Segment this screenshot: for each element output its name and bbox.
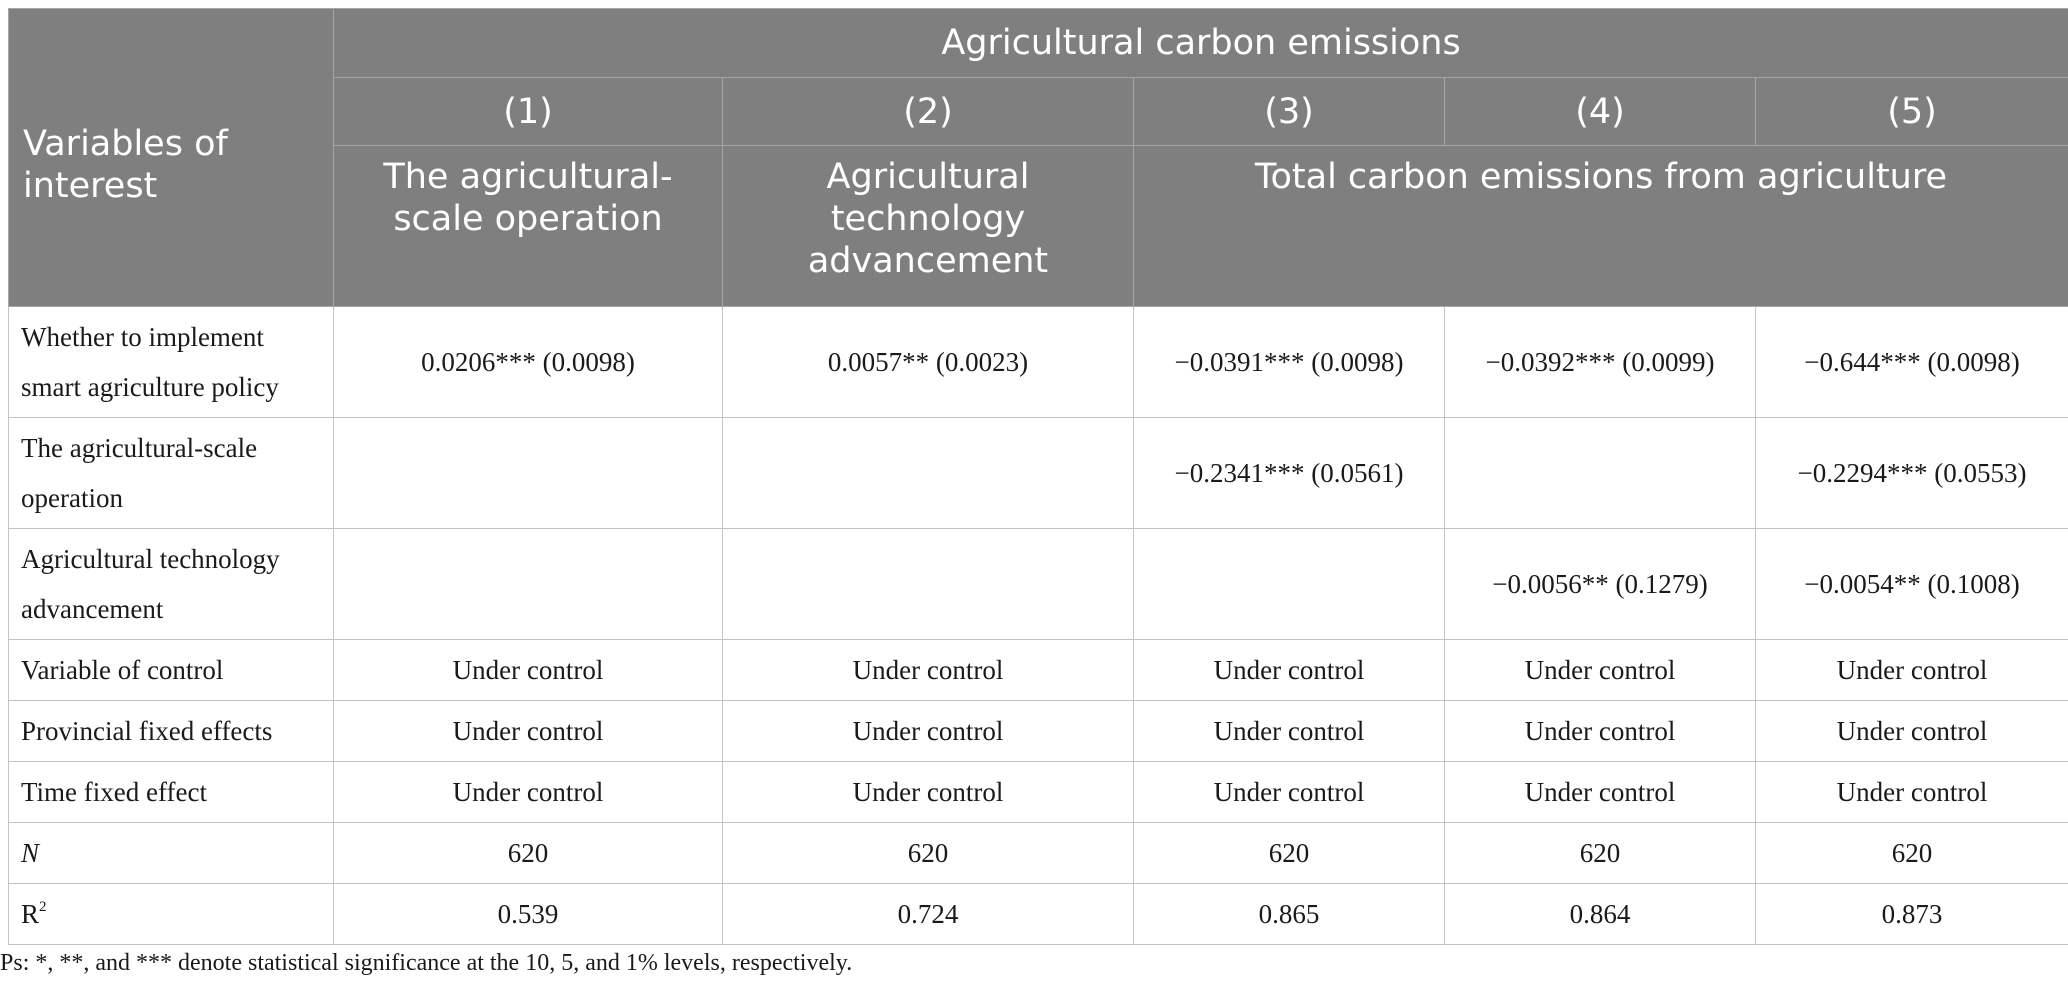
table-cell: Under control	[1754, 700, 2068, 762]
r-squared-base: R	[21, 899, 40, 929]
table-cell: −0.0054** (0.1008)	[1754, 528, 2068, 640]
regression-table-container: Variables of interest Agricultural carbo…	[8, 8, 2068, 945]
table-cell	[722, 417, 1134, 529]
row-label-time-fe: Time fixed effect	[8, 761, 334, 823]
table-row: Time fixed effect Under control Under co…	[8, 761, 2068, 823]
dependent-variable-1: The agricultural-scale operation	[333, 145, 723, 307]
dependent-variable-3-5: Total carbon emissions from agriculture	[1132, 145, 2068, 307]
table-cell: −0.2341*** (0.0561)	[1133, 417, 1445, 529]
regression-table: Variables of interest Agricultural carbo…	[8, 8, 2068, 945]
table-cell: Under control	[1133, 700, 1445, 762]
table-cell: Under control	[333, 700, 723, 762]
r-squared-superscript: 2	[39, 899, 47, 915]
table-cell: Under control	[333, 639, 723, 701]
row-label-r-squared: R2	[8, 883, 334, 945]
table-cell: 0.864	[1444, 883, 1756, 945]
corner-header: Variables of interest	[8, 8, 334, 307]
table-row: Variable of control Under control Under …	[8, 639, 2068, 701]
table-cell: −0.0391*** (0.0098)	[1133, 306, 1445, 418]
column-header-3: (3)	[1133, 77, 1445, 146]
table-cell: Under control	[333, 761, 723, 823]
table-cell: Under control	[1444, 761, 1756, 823]
table-cell: Under control	[722, 639, 1134, 701]
table-cell: 0.865	[1133, 883, 1445, 945]
table-cell: 620	[1754, 822, 2068, 884]
table-cell: 0.539	[333, 883, 723, 945]
table-header: Variables of interest Agricultural carbo…	[8, 8, 2068, 307]
table-cell: 0.0206*** (0.0098)	[333, 306, 723, 418]
row-label-provincial-fe: Provincial fixed effects	[8, 700, 334, 762]
column-header-1: (1)	[333, 77, 723, 146]
column-header-5: (5)	[1754, 77, 2068, 146]
table-cell: 620	[1133, 822, 1445, 884]
table-row: Agricultural technology advancement −0.0…	[8, 528, 2068, 640]
table-cell: 620	[722, 822, 1134, 884]
table-body: Whether to implement smart agriculture p…	[8, 306, 2068, 945]
row-label-control-variable: Variable of control	[8, 639, 334, 701]
table-cell: Under control	[722, 761, 1134, 823]
table-row: R2 0.539 0.724 0.865 0.864 0.873	[8, 883, 2068, 945]
table-cell: Under control	[722, 700, 1134, 762]
table-cell	[333, 528, 723, 640]
dependent-variable-2: Agricultural technology advancement	[722, 145, 1134, 307]
column-header-4: (4)	[1444, 77, 1756, 146]
table-row: Whether to implement smart agriculture p…	[8, 306, 2068, 418]
table-row: The agricultural-scale operation −0.2341…	[8, 417, 2068, 529]
column-header-2: (2)	[722, 77, 1134, 146]
table-cell: 620	[1444, 822, 1756, 884]
table-cell	[1133, 528, 1445, 640]
table-cell: Under control	[1444, 639, 1756, 701]
table-cell: Under control	[1754, 761, 2068, 823]
table-cell: 620	[333, 822, 723, 884]
table-cell: −0.644*** (0.0098)	[1754, 306, 2068, 418]
row-label-tech-advancement: Agricultural technology advancement	[8, 528, 334, 640]
row-label-smart-policy: Whether to implement smart agriculture p…	[8, 306, 334, 418]
table-cell: Under control	[1444, 700, 1756, 762]
table-cell	[1444, 417, 1756, 529]
table-row: Provincial fixed effects Under control U…	[8, 700, 2068, 762]
row-label-scale-operation: The agricultural-scale operation	[8, 417, 334, 529]
table-cell: 0.724	[722, 883, 1134, 945]
table-cell	[722, 528, 1134, 640]
table-cell: 0.873	[1754, 883, 2068, 945]
table-cell: Under control	[1133, 639, 1445, 701]
table-cell: −0.0392*** (0.0099)	[1444, 306, 1756, 418]
table-footnote: Ps: *, **, and *** denote statistical si…	[0, 950, 853, 976]
table-row: N 620 620 620 620 620	[8, 822, 2068, 884]
table-cell: −0.2294*** (0.0553)	[1754, 417, 2068, 529]
table-cell: −0.0056** (0.1279)	[1444, 528, 1756, 640]
group-header: Agricultural carbon emissions	[332, 8, 2068, 78]
row-label-n: N	[8, 822, 334, 884]
table-cell	[333, 417, 723, 529]
table-cell: 0.0057** (0.0023)	[722, 306, 1134, 418]
table-cell: Under control	[1133, 761, 1445, 823]
table-cell: Under control	[1754, 639, 2068, 701]
